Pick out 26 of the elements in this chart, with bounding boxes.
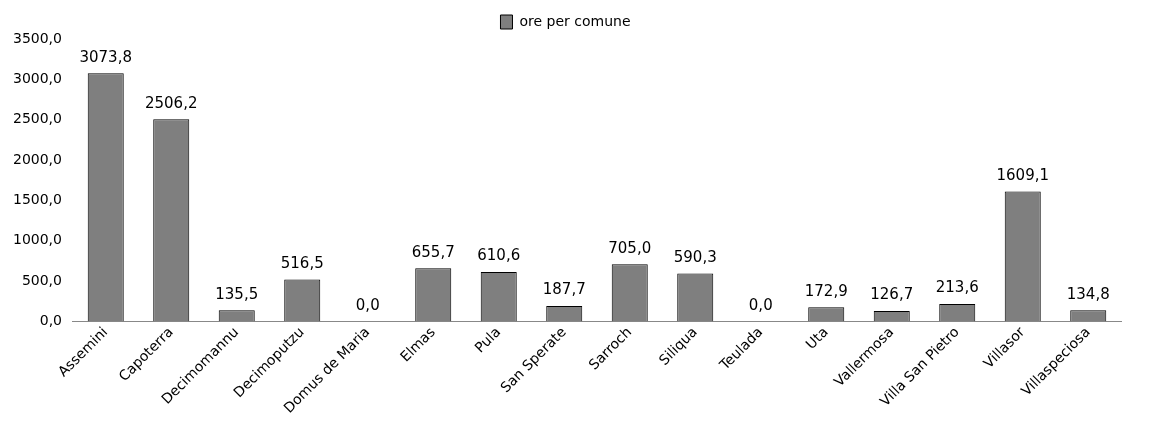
data-label: 134,8 xyxy=(1066,284,1110,303)
data-label: 187,7 xyxy=(542,280,586,299)
data-label: 213,6 xyxy=(935,278,979,297)
data-label: 135,5 xyxy=(215,284,259,303)
y-tick-label: 2000,0 xyxy=(12,150,62,167)
data-label: 610,6 xyxy=(477,246,521,265)
data-label: 172,9 xyxy=(804,281,848,300)
data-label: 0,0 xyxy=(355,295,380,314)
y-tick-label: 1500,0 xyxy=(12,190,62,207)
y-tick-label: 0,0 xyxy=(39,311,62,328)
data-label: 0,0 xyxy=(748,295,773,314)
data-label: 655,7 xyxy=(411,242,455,261)
data-label: 705,0 xyxy=(608,238,652,257)
data-label: 126,7 xyxy=(870,285,914,304)
data-label: 3073,8 xyxy=(79,47,132,66)
y-tick-label: 3000,0 xyxy=(12,69,62,86)
legend-label: ore per comune xyxy=(519,12,631,29)
data-label: 2506,2 xyxy=(144,93,198,112)
x-tick-label: Uta xyxy=(802,323,831,353)
data-label: 1609,1 xyxy=(996,165,1049,184)
data-label: 516,5 xyxy=(280,253,324,272)
data-label: 590,3 xyxy=(673,248,717,266)
y-tick-label: 3500,0 xyxy=(12,29,62,46)
y-tick-label: 2500,0 xyxy=(12,110,62,127)
y-tick-label: 500,0 xyxy=(21,271,62,288)
y-tick-label: 1000,0 xyxy=(12,231,62,248)
